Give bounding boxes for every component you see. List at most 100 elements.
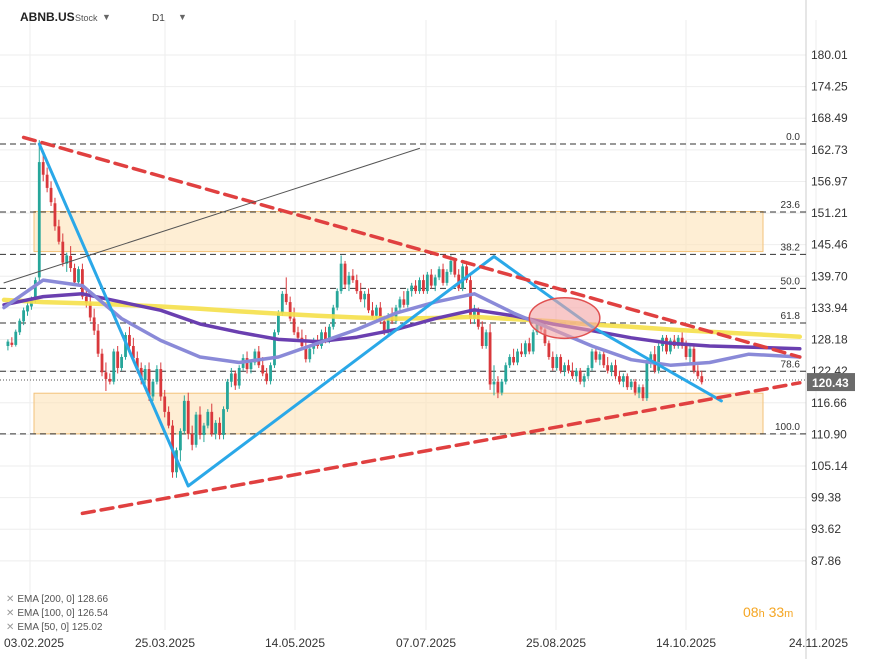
candle-body [425, 274, 429, 292]
upper-trendline-line [21, 135, 802, 359]
candle-body [590, 351, 594, 368]
candle-body [10, 342, 14, 345]
candle-body [496, 381, 500, 393]
price-zone [33, 392, 764, 435]
indicator-ema100[interactable]: ✕ EMA [100, 0] 126.54 [6, 608, 108, 619]
indicator-value: 128.66 [77, 594, 109, 605]
last-price-tag: 120.43 [807, 373, 855, 392]
candle-body [92, 317, 96, 331]
candles [6, 140, 704, 478]
candle-body [61, 241, 65, 263]
indicator-ema50[interactable]: ✕ EMA [50, 0] 125.02 [6, 622, 102, 633]
lower-trendline-line [80, 381, 802, 516]
zigzag-line [37, 142, 723, 488]
candle-body [49, 187, 53, 203]
candle-body [555, 356, 559, 368]
candle-body [567, 365, 570, 371]
candle-body [402, 299, 406, 305]
candle-body [414, 285, 417, 292]
candle-body [53, 203, 57, 227]
candle-body [441, 269, 445, 283]
candle-body [512, 356, 515, 363]
candle-body [351, 275, 355, 281]
candle-body [688, 348, 692, 357]
candle-body [700, 376, 704, 383]
indicator-ema200[interactable]: ✕ EMA [200, 0] 128.66 [6, 594, 108, 605]
y-tick-label: 162.73 [811, 143, 848, 157]
y-tick-label: 180.01 [811, 48, 848, 62]
candle-body [229, 373, 233, 382]
close-icon[interactable]: ✕ [6, 608, 15, 619]
candle-body [382, 321, 386, 333]
close-icon[interactable]: ✕ [6, 622, 15, 633]
candle-body [665, 337, 668, 352]
candle-body [265, 373, 269, 382]
candle-body [280, 293, 284, 314]
countdown-minutes-unit: m [784, 608, 794, 620]
candle-body [128, 335, 131, 346]
candle-body [520, 351, 523, 355]
candle-body [73, 268, 76, 283]
candle-body [527, 343, 531, 352]
candle-body [222, 409, 225, 435]
indicator-value: 126.54 [77, 608, 109, 619]
candle-body [473, 310, 476, 319]
candle-body [88, 303, 92, 318]
candle-body [386, 315, 390, 333]
x-tick-label: 14.10.2025 [656, 636, 716, 650]
candle-body [339, 263, 343, 292]
candle-body [559, 356, 563, 371]
candle-body [343, 263, 347, 285]
candle-body [22, 310, 25, 322]
candle-body [288, 302, 292, 319]
timeframe-label[interactable]: D1 [152, 13, 165, 24]
y-tick-label: 116.66 [811, 396, 847, 410]
candle-body [629, 381, 633, 388]
candle-body [492, 381, 496, 385]
fib-level-label: 61.8 [781, 311, 801, 322]
candle-body [218, 422, 221, 435]
candle-body [182, 400, 186, 432]
candle-body [610, 365, 613, 371]
candle-body [116, 351, 120, 368]
candle-body [645, 362, 649, 399]
candle-body [445, 271, 449, 283]
y-tick-label: 99.38 [811, 491, 841, 505]
close-icon[interactable]: ✕ [6, 594, 15, 605]
candle-body [237, 367, 241, 386]
candle-body [551, 356, 555, 368]
candle-body [292, 318, 296, 333]
symbol-dropdown-icon[interactable]: ▼ [102, 12, 111, 22]
symbol-label[interactable]: ABNB.US [20, 10, 75, 24]
y-tick-label: 139.70 [811, 269, 848, 283]
candle-body [124, 335, 127, 357]
indicator-label: EMA [100, 0] [17, 608, 75, 619]
last-price-label: 120.43 [812, 376, 849, 390]
candle-body [625, 376, 629, 388]
candle-body [190, 433, 194, 445]
candle-body [214, 422, 218, 434]
candle-body [14, 331, 18, 345]
candle-body [367, 293, 370, 311]
price-zone [33, 211, 764, 253]
x-tick-label: 07.07.2025 [396, 636, 456, 650]
candle-body [618, 376, 621, 382]
candle-body [65, 255, 69, 264]
candle-body [508, 356, 512, 366]
candle-body [641, 387, 645, 399]
candle-body [437, 269, 441, 278]
candle-body [523, 343, 527, 355]
candle-body [461, 266, 465, 289]
candle-body [163, 396, 167, 412]
candle-body [143, 369, 147, 381]
candle-body [151, 381, 155, 397]
candle-body [147, 369, 151, 397]
candle-body [233, 373, 237, 386]
thin-trendline-line [3, 147, 420, 284]
timeframe-dropdown-icon[interactable]: ▼ [178, 12, 187, 22]
y-tick-label: 128.18 [811, 333, 848, 347]
candle-body [453, 260, 457, 275]
candle-body [84, 296, 88, 304]
x-tick-label: 03.02.2025 [4, 636, 64, 650]
